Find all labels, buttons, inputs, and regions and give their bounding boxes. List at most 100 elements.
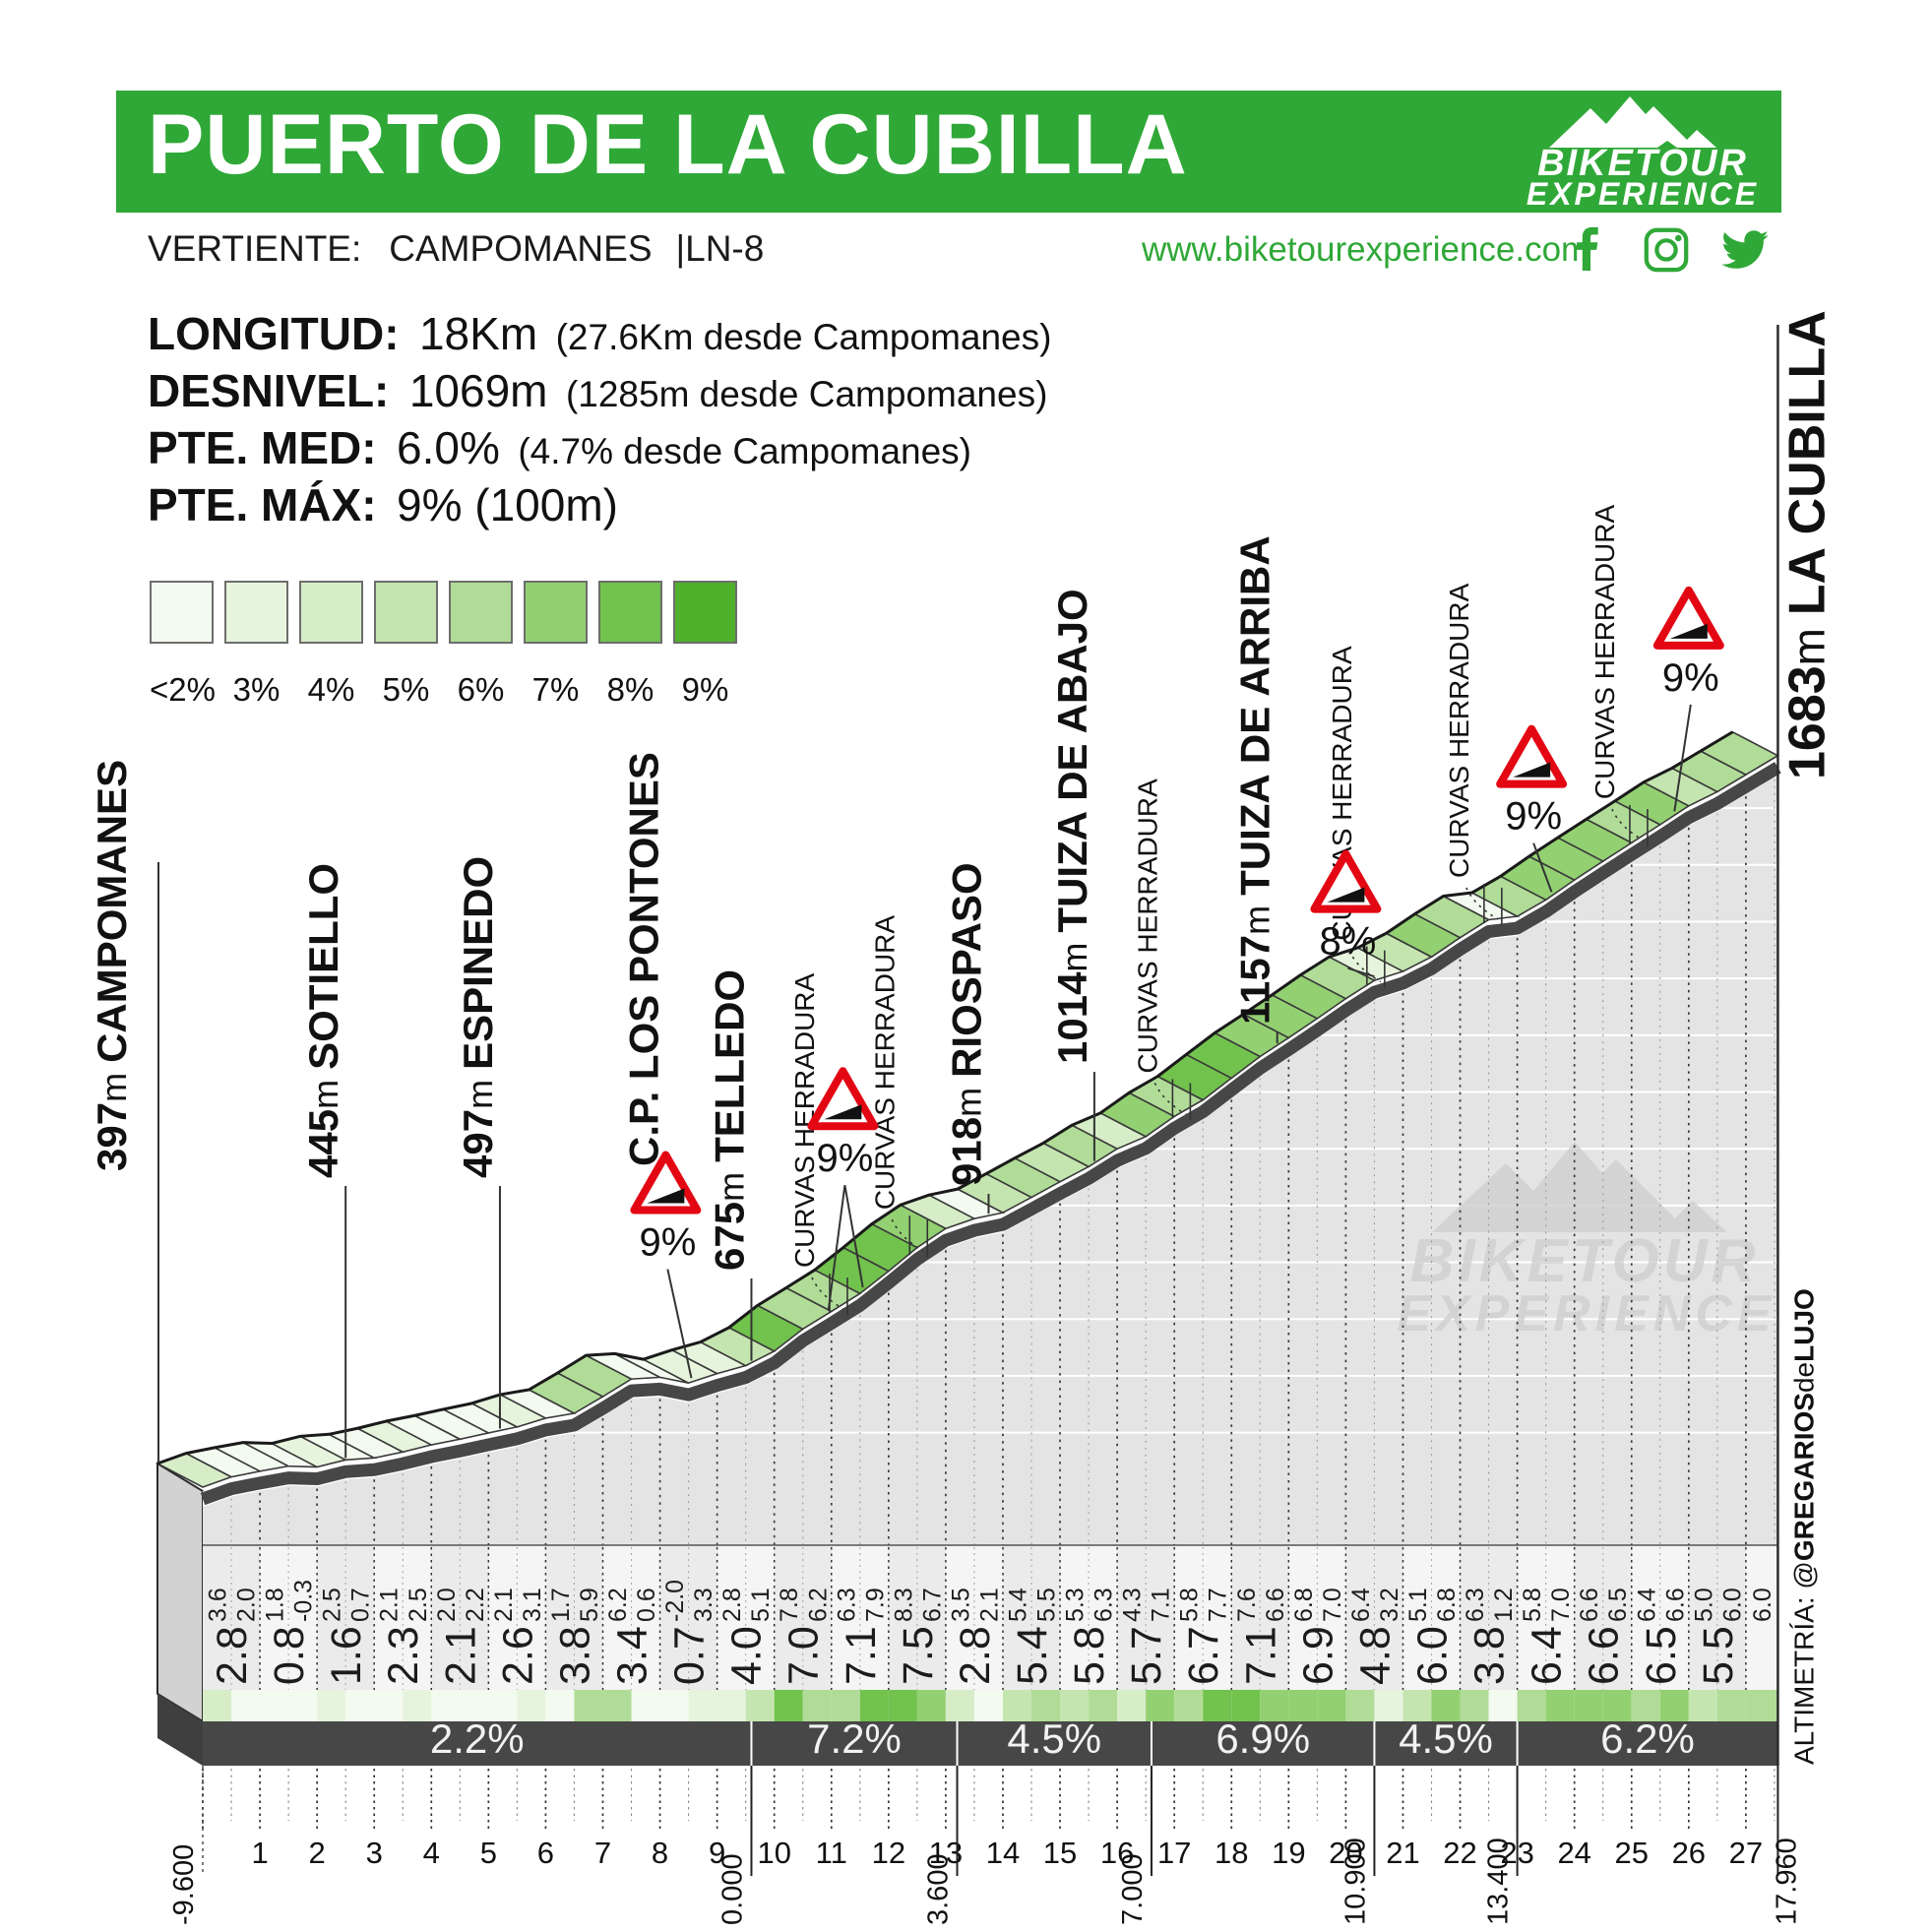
km-gradient-value: 3.8 bbox=[1466, 1626, 1514, 1685]
logo-line2: EXPERIENCE bbox=[1527, 176, 1759, 209]
legend-label: 6% bbox=[457, 671, 505, 708]
page-title: PUERTO DE LA CUBILLA bbox=[148, 97, 1188, 192]
legend-labels: <2% 3% 4% 5% 6% 7% 8% 9% bbox=[150, 671, 737, 709]
twitter-icon[interactable] bbox=[1718, 222, 1772, 274]
legend-label: 7% bbox=[531, 671, 580, 708]
half-km-gradient-value: -2.0 bbox=[661, 1580, 689, 1622]
vertiente-road: |LN-8 bbox=[675, 228, 765, 269]
legend-swatch-5% bbox=[374, 581, 438, 644]
stat-note: (4.7% desde Campomanes) bbox=[518, 431, 972, 471]
facebook-icon[interactable] bbox=[1569, 222, 1614, 274]
legend-swatch-9% bbox=[673, 581, 737, 644]
km-gradient-value: 7.0 bbox=[780, 1626, 828, 1685]
stat-pte-max: PTE. MÁX: 9% (100m) bbox=[148, 478, 1051, 535]
legend-swatch-8% bbox=[598, 581, 662, 644]
km-tick-label: 18 bbox=[1215, 1836, 1248, 1870]
km-gridlines bbox=[230, 779, 1776, 1545]
milestone-label: 3.600 bbox=[923, 1853, 955, 1925]
section-average-label: 4.5% bbox=[1007, 1715, 1101, 1762]
km-gradient-value: 5.5 bbox=[1695, 1626, 1742, 1685]
half-km-gradient-value: 7.0 bbox=[1319, 1588, 1346, 1622]
svg-text:EXPERIENCE: EXPERIENCE bbox=[1397, 1285, 1776, 1342]
km-gradient-value: 2.8 bbox=[209, 1626, 256, 1685]
altimetry-credit: ALTIMETRÍA: @GREGARIOSdeLUJO bbox=[1788, 1288, 1819, 1765]
half-km-gradient-value: 5.4 bbox=[1004, 1588, 1031, 1622]
half-km-gradient-value: 3.5 bbox=[947, 1588, 974, 1622]
half-km-gradient-value: 6.6 bbox=[1262, 1588, 1289, 1622]
km-tick-label: 11 bbox=[816, 1836, 847, 1870]
km-gradient-value: 2.8 bbox=[952, 1626, 999, 1685]
half-km-gradient-value: 6.4 bbox=[1633, 1588, 1660, 1622]
half-km-gradient-value: 1.8 bbox=[262, 1588, 289, 1622]
km-tick-label: 10 bbox=[757, 1836, 790, 1870]
half-km-gradient-value: 2.0 bbox=[233, 1588, 261, 1622]
legend-label: 3% bbox=[232, 671, 280, 708]
km-gradient-value: 3.8 bbox=[551, 1626, 598, 1685]
half-km-gradient-value: 0.7 bbox=[347, 1588, 375, 1622]
km-gradient-value: 7.1 bbox=[838, 1626, 885, 1685]
warning-signs: 9% 9% 8% 9% 9% bbox=[630, 586, 1724, 1379]
half-km-gradient-value: 6.8 bbox=[1433, 1588, 1461, 1622]
warning-percent-label: 8% bbox=[1319, 920, 1376, 964]
half-km-gradient-value: -0.3 bbox=[290, 1580, 318, 1622]
km-gradient-value: 6.6 bbox=[1581, 1626, 1628, 1685]
km-gradient-value: 4.8 bbox=[1351, 1626, 1399, 1685]
warning-percent-label: 9% bbox=[1662, 656, 1719, 700]
landmark-label-tuiza-de-arriba: 1157m TUIZA DE ARRIBA bbox=[1232, 535, 1278, 1025]
landmark-label-espinedo: 497m ESPINEDO bbox=[455, 856, 501, 1178]
km-gradient-value: 6.0 bbox=[1409, 1626, 1457, 1685]
km-gradient-value: 7.1 bbox=[1237, 1626, 1284, 1685]
website-link[interactable]: www.biketourexperience.com bbox=[1142, 230, 1590, 269]
half-km-gradient-value: 2.5 bbox=[319, 1588, 346, 1622]
milestone-label: 13.400 bbox=[1483, 1838, 1515, 1925]
half-km-gradient-value: 0.6 bbox=[633, 1588, 660, 1622]
half-km-gradient-value: 2.1 bbox=[490, 1588, 518, 1622]
legend-label: 4% bbox=[307, 671, 355, 708]
km-gradient-value: 1.6 bbox=[323, 1626, 370, 1685]
milestone-label: -9.600 bbox=[168, 1844, 200, 1925]
social-icons bbox=[1569, 222, 1772, 274]
legend-label: 9% bbox=[681, 671, 729, 708]
km-tick-label: 9 bbox=[709, 1836, 725, 1870]
km-tick-label: 7 bbox=[594, 1836, 611, 1870]
km-gradient-value: 2.3 bbox=[380, 1626, 427, 1685]
section-average-label: 6.2% bbox=[1600, 1715, 1695, 1762]
km-tick-label: 12 bbox=[872, 1836, 905, 1870]
half-km-gradient-value: 6.6 bbox=[1661, 1588, 1689, 1622]
km-gradient-value: 5.8 bbox=[1066, 1626, 1113, 1685]
warning-percent-label: 9% bbox=[816, 1137, 873, 1180]
milestone-label: 7.000 bbox=[1117, 1853, 1149, 1925]
km-tick-label: 5 bbox=[480, 1836, 497, 1870]
stat-desnivel: DESNIVEL: 1069m (1285m desde Campomanes) bbox=[148, 364, 1051, 421]
warning-percent-label: 9% bbox=[639, 1221, 696, 1265]
stat-value: 1069m bbox=[408, 365, 548, 416]
steep-gradient-warning-icon: 9% bbox=[1652, 586, 1724, 700]
banner-bg bbox=[116, 91, 1781, 213]
hairpin-label: CURVAS HERRADURA bbox=[1132, 779, 1162, 1074]
landmark-label-c-p-los-pontones: C.P. LOS PONTONES bbox=[620, 752, 666, 1166]
landmark-label-campomanes: 397m CAMPOMANES bbox=[89, 760, 135, 1171]
legend-swatch-<2% bbox=[150, 581, 214, 644]
half-km-gradient-value: 6.2 bbox=[804, 1588, 832, 1622]
km-gradient-value: 6.7 bbox=[1180, 1626, 1227, 1685]
instagram-icon[interactable] bbox=[1642, 222, 1691, 274]
legend-label: 5% bbox=[382, 671, 430, 708]
half-km-gradient-value: 6.3 bbox=[1091, 1588, 1118, 1622]
section-average-label: 7.2% bbox=[807, 1715, 902, 1762]
km-tick-label: 15 bbox=[1043, 1836, 1077, 1870]
steep-gradient-warning-icon: 9% bbox=[1496, 724, 1568, 839]
km-tick-label: 6 bbox=[537, 1836, 554, 1870]
km-tick-label: 25 bbox=[1615, 1836, 1649, 1870]
subheader: VERTIENTE: CAMPOMANES |LN-8 www.biketourex… bbox=[148, 226, 1781, 274]
km-tick-label: 8 bbox=[652, 1836, 668, 1870]
half-km-gradient-value: 6.4 bbox=[1347, 1588, 1375, 1622]
logo-line1: BIKETOUR bbox=[1537, 143, 1748, 184]
km-tick-label: 1 bbox=[251, 1836, 268, 1870]
km-axis: 1 2 3 4 5 6 7 8 9 10 11 12 13 14 15 16 17 18 19 20 21 22 23 24 2… bbox=[168, 1766, 1802, 1925]
half-km-gradient-value: 5.5 bbox=[1033, 1588, 1061, 1622]
km-tick-label: 16 bbox=[1100, 1836, 1134, 1870]
legend-swatch-3% bbox=[224, 581, 288, 644]
half-km-gradient-value: 5.1 bbox=[747, 1588, 775, 1622]
